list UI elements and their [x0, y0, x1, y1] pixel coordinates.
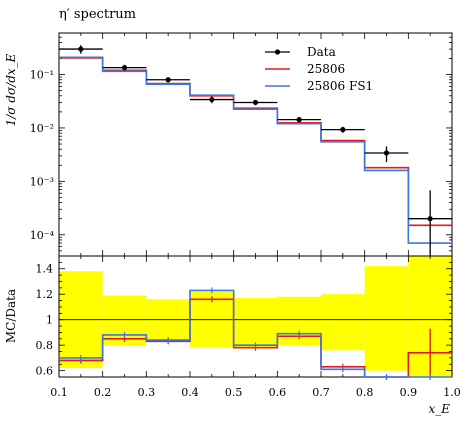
data-point	[78, 46, 84, 52]
y-axis-label: 1/σ dσ/dx_E	[4, 53, 18, 126]
data-points-group	[59, 45, 452, 256]
x-tick-label: 0.3	[138, 386, 156, 399]
x-tick-label: 0.5	[225, 386, 243, 399]
legend: Data 25806 25806 FS1	[265, 45, 373, 93]
ratio-tick-labels: 1.4 1.2 1 0.8 0.6	[36, 263, 54, 378]
series-line-25806-fs1	[59, 56, 452, 244]
legend-series-25806-label: 25806	[307, 62, 345, 76]
y-tick-label: 10⁻⁴	[30, 229, 55, 242]
x-tick-label: 0.8	[356, 386, 374, 399]
ratio-band-bin-6	[321, 294, 365, 351]
legend-data-marker	[274, 49, 281, 55]
main-axis-ticks	[58, 33, 453, 257]
ratio-series-group	[59, 287, 452, 380]
ratio-tick-label: 1.4	[36, 263, 54, 276]
data-point	[121, 64, 128, 71]
data-point	[340, 127, 346, 133]
data-point	[383, 150, 390, 156]
ratio-axis-label: MC/Data	[4, 289, 18, 343]
legend-series-25806-fs1-label: 25806 FS1	[307, 79, 373, 93]
plot-title: η′ spectrum	[59, 7, 136, 22]
x-tick-label: 0.4	[181, 386, 199, 399]
y-tick-label: 10⁻¹	[30, 69, 54, 82]
data-point	[209, 96, 215, 103]
x-tick-labels: 0.1 0.2 0.3 0.4 0.5 0.6 0.7 0.8 0.9 1.0	[50, 386, 461, 399]
ratio-line-25806-fs1	[59, 289, 452, 378]
ratio-band-bin-4	[233, 298, 278, 348]
ratio-tick-label: 0.8	[36, 339, 54, 352]
legend-data-label: Data	[307, 45, 336, 59]
ratio-band-bin-7	[364, 266, 409, 371]
y-tick-label: 10⁻²	[30, 122, 54, 135]
ratio-tick-label: 1	[46, 314, 53, 327]
series-line-25806	[59, 57, 452, 227]
x-tick-label: 0.6	[269, 386, 287, 399]
y-tick-labels: 10⁻¹ 10⁻² 10⁻³ 10⁻⁴	[30, 69, 55, 242]
x-tick-label: 0.2	[94, 386, 112, 399]
ratio-tick-label: 0.6	[36, 365, 54, 378]
ratio-tick-label: 1.2	[36, 288, 54, 301]
x-tick-label: 0.9	[400, 386, 418, 399]
x-tick-label: 1.0	[443, 386, 461, 399]
data-point	[165, 77, 171, 83]
x-tick-label: 0.7	[312, 386, 330, 399]
x-tick-label: 0.1	[50, 386, 68, 399]
y-tick-label: 10⁻³	[30, 175, 54, 188]
data-point	[427, 216, 433, 222]
data-point	[296, 117, 302, 123]
data-point	[252, 99, 259, 106]
ratio-uncertainty-band	[59, 256, 452, 377]
mc-series-group	[59, 56, 452, 244]
x-axis-label: x_E	[428, 402, 450, 416]
main-plot-frame	[58, 32, 453, 257]
